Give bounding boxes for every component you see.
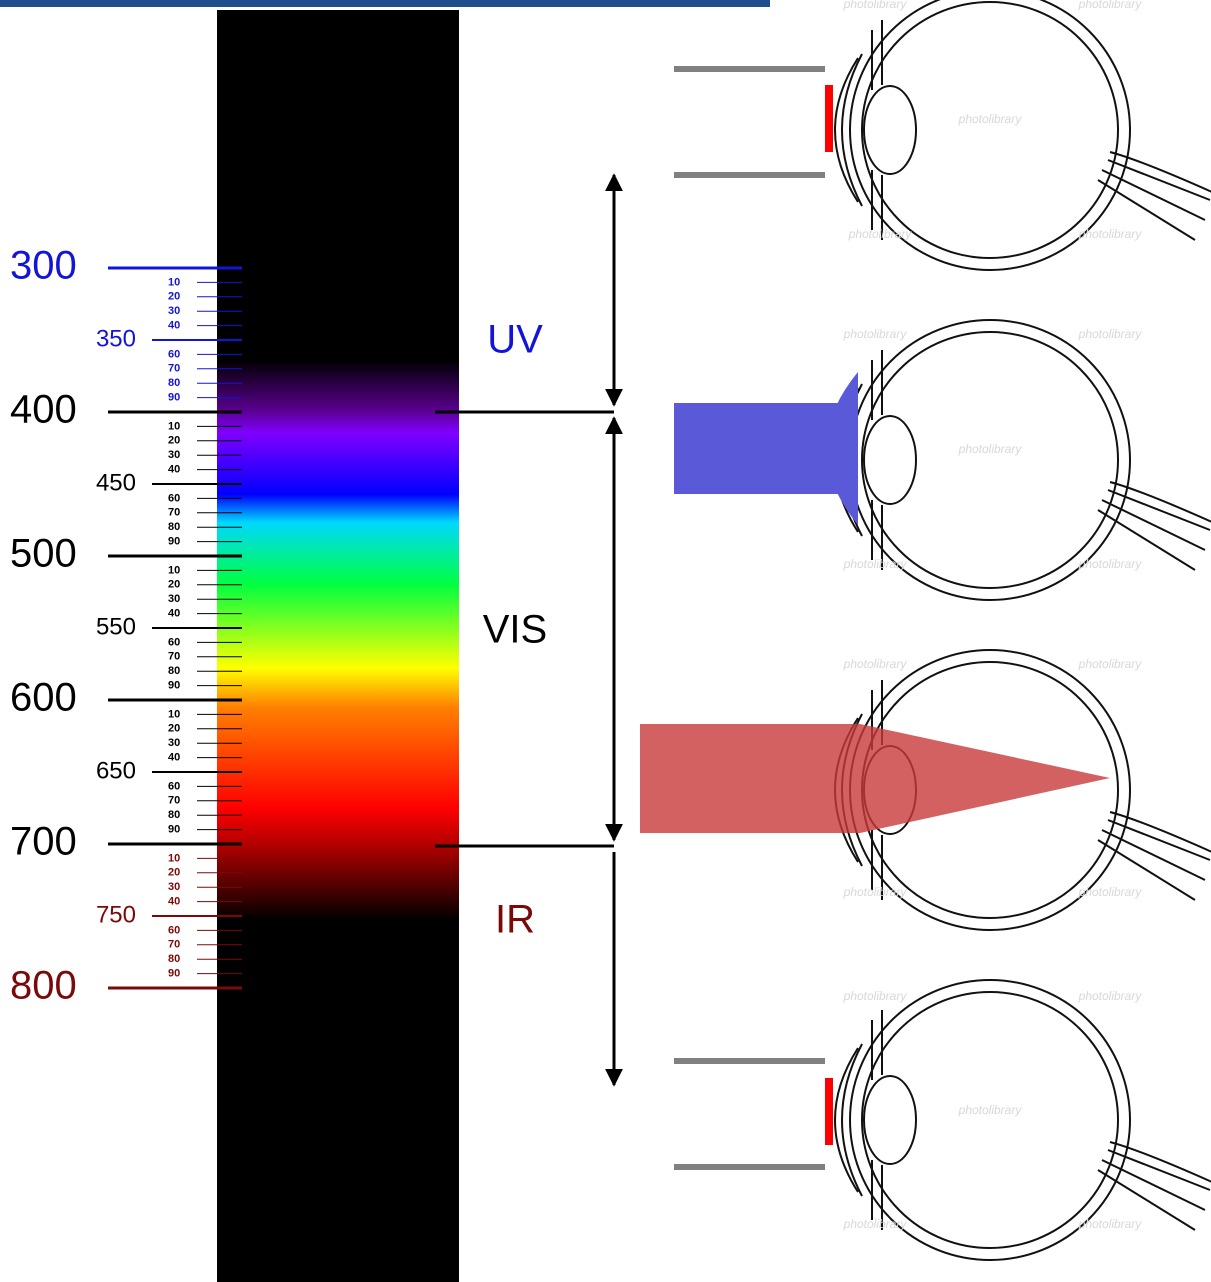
region-label: UV: [487, 318, 543, 362]
major-label: 400: [10, 388, 77, 432]
watermark: photolibrary: [843, 885, 908, 899]
major-label: 500: [10, 532, 77, 576]
minor-label: 60: [168, 780, 180, 792]
minor-label: 30: [168, 449, 180, 461]
minor-label: 60: [168, 636, 180, 648]
watermark: photolibrary: [1078, 0, 1143, 11]
region-label: VIS: [483, 608, 547, 652]
minor-label: 10: [168, 708, 180, 720]
minor-label: 70: [168, 363, 180, 375]
watermark: photolibrary: [843, 557, 908, 571]
watermark: photolibrary: [843, 657, 908, 671]
header-bar: [0, 0, 770, 7]
minor-label: 60: [168, 492, 180, 504]
minor-label: 80: [168, 377, 180, 389]
eye-ir: [674, 979, 1211, 1261]
minor-label: 90: [168, 536, 180, 548]
minor-label: 90: [168, 392, 180, 404]
minor-label: 10: [168, 852, 180, 864]
minor-label: 30: [168, 593, 180, 605]
mid-label: 650: [96, 757, 136, 784]
wavelength-scale: 300 10 20 30 40 350 60 70 80 90 400 10 20 30 40 450 60 70…: [10, 244, 242, 1008]
minor-label: 90: [168, 824, 180, 836]
minor-label: 10: [168, 564, 180, 576]
minor-label: 90: [168, 680, 180, 692]
minor-label: 10: [168, 420, 180, 432]
minor-label: 40: [168, 464, 180, 476]
major-label: 800: [10, 964, 77, 1008]
watermark: photolibrary: [843, 989, 908, 1003]
watermarks: photolibrary photolibrary photolibrary phot…: [843, 0, 1143, 1231]
watermark: photolibrary: [1078, 227, 1143, 241]
watermark: photolibrary: [1078, 989, 1143, 1003]
minor-label: 80: [168, 665, 180, 677]
minor-label: 80: [168, 521, 180, 533]
watermark: photolibrary: [958, 112, 1023, 126]
minor-label: 80: [168, 809, 180, 821]
watermark: photolibrary: [958, 1103, 1023, 1117]
watermark: photolibrary: [843, 0, 908, 11]
minor-label: 70: [168, 939, 180, 951]
watermark: photolibrary: [958, 442, 1023, 456]
minor-label: 20: [168, 435, 180, 447]
watermark: photolibrary: [848, 227, 913, 241]
minor-label: 70: [168, 795, 180, 807]
mid-label: 750: [96, 901, 136, 928]
minor-label: 40: [168, 896, 180, 908]
region-label: IR: [495, 898, 535, 942]
major-label: 600: [10, 676, 77, 720]
minor-label: 70: [168, 651, 180, 663]
minor-label: 60: [168, 348, 180, 360]
minor-label: 20: [168, 723, 180, 735]
watermark: photolibrary: [843, 1217, 908, 1231]
minor-label: 40: [168, 752, 180, 764]
arrows: [435, 173, 623, 1087]
mid-label: 350: [96, 325, 136, 352]
eye-red: [640, 649, 1211, 931]
minor-label: 10: [168, 276, 180, 288]
minor-label: 30: [168, 737, 180, 749]
minor-label: 90: [168, 968, 180, 980]
spectrum-colors: [217, 10, 459, 1282]
watermark: photolibrary: [843, 327, 908, 341]
watermark: photolibrary: [1078, 327, 1143, 341]
minor-label: 70: [168, 507, 180, 519]
watermark: photolibrary: [1078, 1217, 1143, 1231]
mid-label: 450: [96, 469, 136, 496]
eye-uv: [674, 0, 1211, 271]
major-label: 300: [10, 244, 77, 288]
minor-label: 60: [168, 924, 180, 936]
watermark: photolibrary: [1078, 885, 1143, 899]
minor-label: 30: [168, 881, 180, 893]
minor-label: 40: [168, 608, 180, 620]
minor-label: 20: [168, 579, 180, 591]
minor-label: 40: [168, 320, 180, 332]
mid-label: 550: [96, 613, 136, 640]
major-label: 700: [10, 820, 77, 864]
minor-label: 30: [168, 305, 180, 317]
watermark: photolibrary: [1078, 557, 1143, 571]
eye-blue: [674, 319, 1211, 601]
minor-label: 20: [168, 291, 180, 303]
minor-label: 20: [168, 867, 180, 879]
watermark: photolibrary: [1078, 657, 1143, 671]
minor-label: 80: [168, 953, 180, 965]
